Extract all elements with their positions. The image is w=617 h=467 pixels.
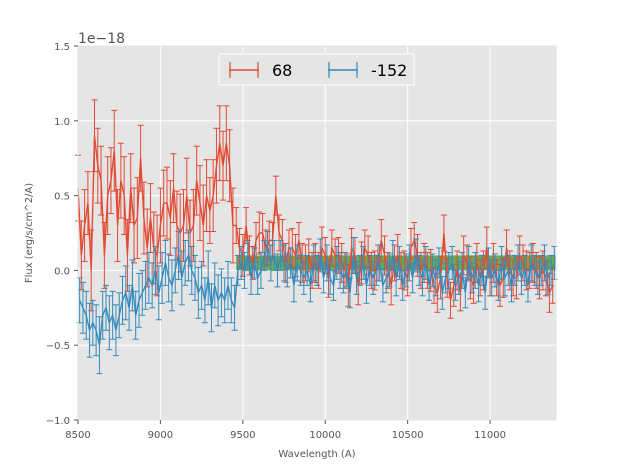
y-tick-label: 1.0	[54, 117, 70, 128]
legend-label-152: -152	[371, 61, 407, 80]
y-offset-text: 1e−18	[78, 31, 125, 47]
series-line	[77, 135, 554, 301]
legend-label-68: 68	[272, 61, 292, 80]
y-tick-label: 1.5	[54, 42, 70, 53]
series-152	[76, 229, 558, 375]
x-tick-label: 11000	[474, 430, 506, 441]
x-axis-ticks: 8500 9000 9500 10000 10500 11000	[65, 420, 506, 441]
legend-marker-152	[328, 62, 358, 78]
series-line	[78, 245, 556, 346]
plot-area	[78, 46, 556, 420]
x-tick-label: 10500	[392, 430, 424, 441]
y-axis-label: Flux (erg/s/cm^2/A)	[24, 183, 35, 283]
series-layer	[75, 99, 558, 375]
x-tick-label: 9500	[230, 430, 255, 441]
y-tick-label: −1.0	[46, 416, 70, 427]
y-tick-label: −0.5	[46, 341, 70, 352]
plot-frame	[77, 45, 557, 421]
x-axis-label: Wavelength (A)	[278, 449, 355, 460]
legend-marker-68	[229, 62, 259, 78]
x-tick-label: 9000	[148, 430, 173, 441]
y-axis-ticks: −1.0 −0.5 0.0 0.5 1.0 1.5	[46, 42, 78, 427]
x-tick-label: 10000	[309, 430, 341, 441]
legend: 68 -152	[218, 53, 415, 86]
y-tick-label: 0.0	[54, 266, 70, 277]
x-tick-label: 8500	[65, 430, 90, 441]
y-tick-label: 0.5	[54, 192, 70, 203]
